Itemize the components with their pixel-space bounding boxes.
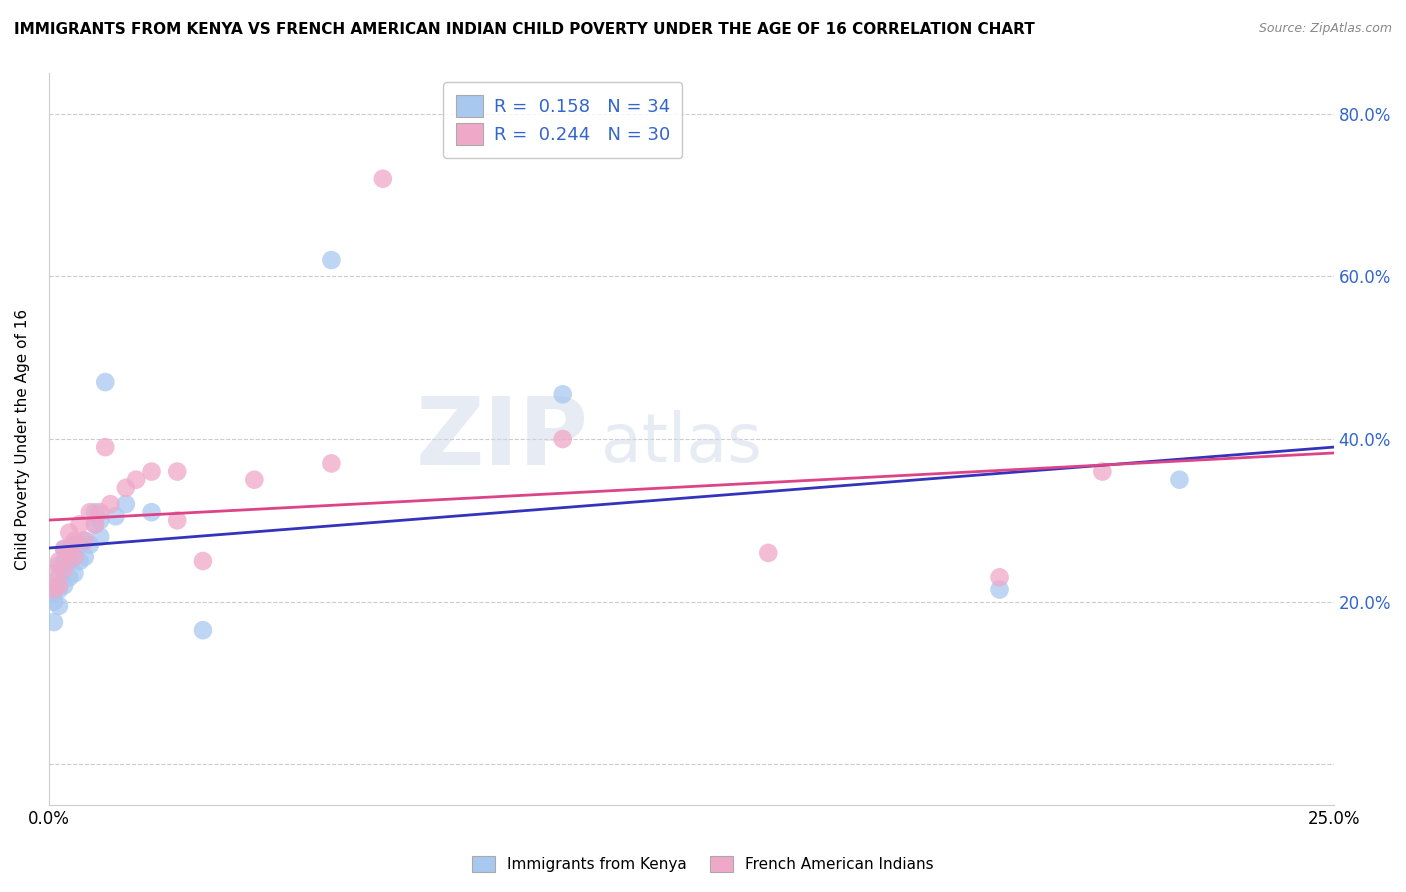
Point (94, 375, 117, 389)
Point (42, 595, 65, 609)
Point (115, 481, 138, 495)
Point (63, 549, 86, 564)
Point (84, 517, 107, 532)
Point (48, 599, 70, 613)
Point (69, 554, 91, 568)
Text: IMMIGRANTS FROM KENYA VS FRENCH AMERICAN INDIAN CHILD POVERTY UNDER THE AGE OF 1: IMMIGRANTS FROM KENYA VS FRENCH AMERICAN… (14, 22, 1035, 37)
Point (551, 387, 574, 401)
Point (988, 570, 1011, 584)
Point (69, 517, 91, 532)
Point (53, 541, 76, 556)
Point (321, 457, 343, 471)
Point (84, 505, 107, 519)
Point (191, 623, 214, 637)
Point (115, 497, 138, 511)
Point (58, 554, 80, 568)
Point (756, 546, 779, 560)
Point (63, 566, 86, 581)
Point (166, 465, 188, 479)
Point (48, 582, 70, 597)
Point (321, 253, 343, 268)
Point (53, 554, 76, 568)
Point (48, 570, 70, 584)
Point (58, 525, 80, 540)
Text: ZIP: ZIP (416, 393, 588, 485)
Point (89, 505, 111, 519)
Point (48, 578, 70, 592)
Text: atlas: atlas (602, 409, 762, 475)
Point (42, 566, 65, 581)
Point (63, 533, 86, 548)
Point (53, 562, 76, 576)
Point (69, 538, 91, 552)
Point (48, 554, 70, 568)
Point (79, 538, 101, 552)
Point (42, 615, 65, 629)
Point (73, 533, 96, 548)
Point (89, 530, 111, 544)
Point (79, 505, 101, 519)
Point (58, 541, 80, 556)
Text: Source: ZipAtlas.com: Source: ZipAtlas.com (1258, 22, 1392, 36)
Point (551, 432, 574, 446)
Point (141, 465, 163, 479)
Point (63, 538, 86, 552)
Point (58, 570, 80, 584)
Y-axis label: Child Poverty Under the Age of 16: Child Poverty Under the Age of 16 (15, 309, 30, 570)
Legend: Immigrants from Kenya, French American Indians: Immigrants from Kenya, French American I… (464, 848, 942, 880)
Point (104, 509, 127, 524)
Point (53, 578, 76, 592)
Point (73, 533, 96, 548)
Point (1168, 473, 1191, 487)
Point (89, 513, 111, 527)
Point (42, 582, 65, 597)
Point (100, 497, 122, 511)
Point (141, 505, 163, 519)
Point (58, 546, 80, 560)
Point (48, 558, 70, 573)
Point (1091, 465, 1114, 479)
Legend: R =  0.158   N = 34, R =  0.244   N = 30: R = 0.158 N = 34, R = 0.244 N = 30 (443, 82, 682, 158)
Point (371, 171, 394, 186)
Point (243, 473, 266, 487)
Point (166, 513, 188, 527)
Point (73, 549, 96, 564)
Point (94, 440, 117, 454)
Point (988, 582, 1011, 597)
Point (125, 473, 148, 487)
Point (53, 541, 76, 556)
Point (191, 554, 214, 568)
Point (84, 517, 107, 532)
Point (42, 586, 65, 600)
Point (63, 549, 86, 564)
